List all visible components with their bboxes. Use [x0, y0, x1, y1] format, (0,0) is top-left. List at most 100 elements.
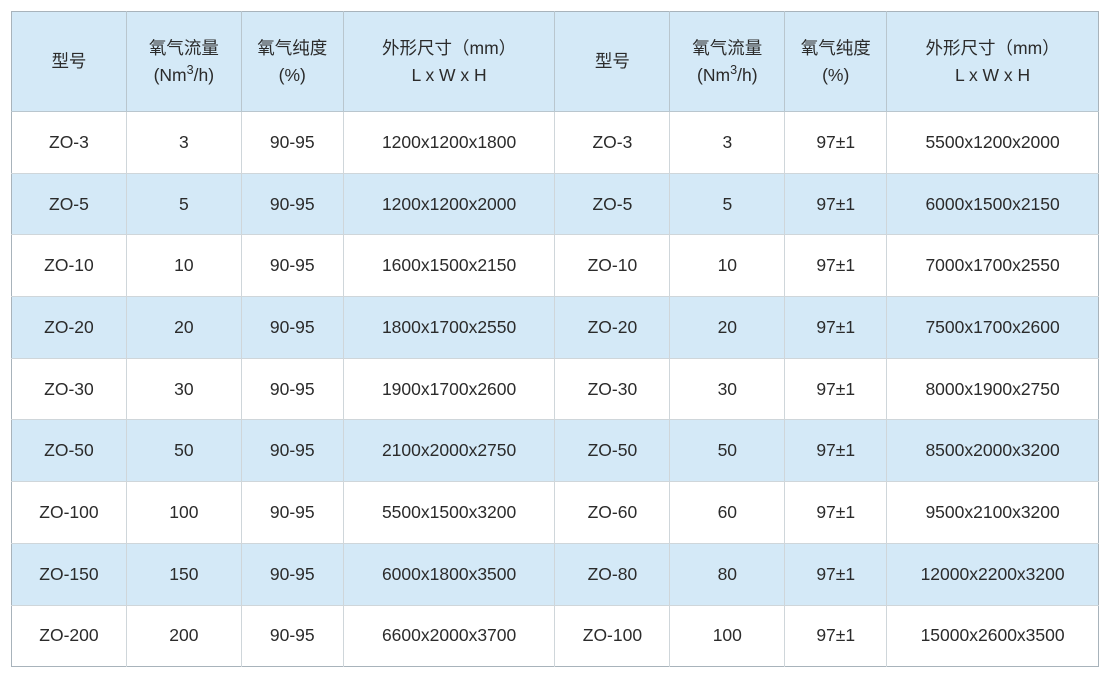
cell-model-right: ZO-3 [554, 111, 671, 174]
header-unit-pre: (Nm [697, 64, 731, 85]
header-text: 外形尺寸（mm） [382, 38, 517, 59]
table-row: ZO-5 5 90-95 1200x1200x2000 ZO-5 5 97±1 6000x15… [11, 173, 1099, 236]
table-row: ZO-30 30 90-95 1900x1700x2600 ZO-30 30 97±1 800… [11, 358, 1099, 421]
cell-purity-left: 90-95 [241, 296, 344, 359]
cell-dimensions-right: 8000x1900x2750 [886, 358, 1099, 421]
col-header-dimensions-left: 外形尺寸（mm） L x W x H [343, 11, 556, 112]
cell-model-right: ZO-10 [554, 234, 671, 298]
cell-model-left: ZO-5 [11, 173, 127, 236]
cell-model-right: ZO-50 [554, 419, 671, 483]
col-header-flow-right: 氧气流量 (Nm3/h) [669, 11, 786, 112]
cell-model-left: ZO-20 [11, 296, 127, 359]
col-header-purity-right: 氧气纯度 (%) [784, 11, 888, 112]
header-unit: L x W x H [955, 64, 1031, 85]
cell-dimensions-left: 5500x1500x3200 [343, 481, 556, 544]
cell-flow-right: 60 [669, 481, 786, 544]
cell-flow-left: 50 [126, 419, 242, 483]
header-unit: (Nm3/h) [131, 62, 237, 88]
header-unit: (Nm3/h) [674, 62, 780, 88]
cell-flow-right: 20 [669, 296, 786, 359]
cell-model-right: ZO-60 [554, 481, 671, 544]
cell-flow-right: 3 [669, 111, 786, 174]
header-text: 氧气流量 [148, 38, 219, 59]
table-row: ZO-50 50 90-95 2100x2000x2750 ZO-50 50 97±1 850… [11, 419, 1099, 483]
cell-purity-left: 90-95 [241, 111, 344, 174]
cell-dimensions-left: 1600x1500x2150 [343, 234, 556, 298]
cell-dimensions-right: 8500x2000x3200 [886, 419, 1099, 483]
cell-model-left: ZO-100 [11, 481, 127, 544]
header-text: 氧气纯度 [257, 38, 328, 59]
table-body: ZO-3 3 90-95 1200x1200x1800 ZO-3 3 97±1 5500x12… [11, 111, 1099, 667]
cell-dimensions-left: 6000x1800x3500 [343, 543, 556, 606]
cell-dimensions-left: 6600x2000x3700 [343, 605, 556, 667]
cell-model-right: ZO-20 [554, 296, 671, 359]
table-header: 型号 氧气流量 (Nm3/h) 氧气纯度 (%) 外形尺寸（mm） L x W … [11, 11, 1099, 112]
header-text: 氧气纯度 [800, 38, 871, 59]
header-row: 型号 氧气流量 (Nm3/h) 氧气纯度 (%) 外形尺寸（mm） L x W … [11, 11, 1099, 112]
header-text: 外形尺寸（mm） [925, 38, 1060, 59]
cell-model-right: ZO-100 [554, 605, 671, 667]
cell-purity-left: 90-95 [241, 605, 344, 667]
col-header-model-left: 型号 [11, 11, 127, 112]
cell-flow-left: 30 [126, 358, 242, 421]
cell-model-right: ZO-5 [554, 173, 671, 236]
cell-purity-right: 97±1 [784, 234, 888, 298]
cell-purity-right: 97±1 [784, 481, 888, 544]
cell-purity-right: 97±1 [784, 605, 888, 667]
cell-model-left: ZO-30 [11, 358, 127, 421]
cell-flow-right: 80 [669, 543, 786, 606]
header-unit-post: /h) [193, 64, 215, 85]
cell-purity-left: 90-95 [241, 481, 344, 544]
cell-flow-right: 5 [669, 173, 786, 236]
cell-flow-left: 10 [126, 234, 242, 298]
cell-flow-left: 5 [126, 173, 242, 236]
col-header-model-right: 型号 [554, 11, 671, 112]
cell-model-left: ZO-200 [11, 605, 127, 667]
cell-dimensions-right: 12000x2200x3200 [886, 543, 1099, 606]
table-row: ZO-3 3 90-95 1200x1200x1800 ZO-3 3 97±1 5500x12… [11, 111, 1099, 174]
header-unit-post: /h) [737, 64, 758, 85]
table-row: ZO-100 100 90-95 5500x1500x3200 ZO-60 60 97±1 9… [11, 481, 1099, 544]
cell-purity-right: 97±1 [784, 419, 888, 483]
cell-dimensions-right: 9500x2100x3200 [886, 481, 1099, 544]
cell-dimensions-left: 2100x2000x2750 [343, 419, 556, 483]
cell-dimensions-right: 6000x1500x2150 [886, 173, 1099, 236]
cell-model-left: ZO-3 [11, 111, 127, 174]
cell-model-left: ZO-10 [11, 234, 127, 298]
cell-purity-left: 90-95 [241, 358, 344, 421]
table-row: ZO-200 200 90-95 6600x2000x3700 ZO-100 100 97±… [11, 605, 1099, 667]
cell-model-left: ZO-50 [11, 419, 127, 483]
header-unit-sup: 3 [186, 62, 194, 77]
cell-flow-left: 150 [126, 543, 242, 606]
cell-dimensions-left: 1200x1200x2000 [343, 173, 556, 236]
cell-purity-right: 97±1 [784, 543, 888, 606]
oxygen-generator-spec-table: 型号 氧气流量 (Nm3/h) 氧气纯度 (%) 外形尺寸（mm） L x W … [11, 11, 1099, 668]
cell-dimensions-right: 5500x1200x2000 [886, 111, 1099, 174]
cell-flow-right: 50 [669, 419, 786, 483]
cell-model-left: ZO-150 [11, 543, 127, 606]
cell-flow-right: 30 [669, 358, 786, 421]
cell-flow-right: 10 [669, 234, 786, 298]
cell-dimensions-right: 15000x2600x3500 [886, 605, 1099, 667]
table-row: ZO-20 20 90-95 1800x1700x2550 ZO-20 20 97±1 750… [11, 296, 1099, 359]
cell-purity-left: 90-95 [241, 234, 344, 298]
table-row: ZO-150 150 90-95 6000x1800x3500 ZO-80 80 97±1 1… [11, 543, 1099, 606]
header-unit-pre: (Nm [153, 64, 187, 85]
col-header-purity-left: 氧气纯度 (%) [241, 11, 344, 112]
col-header-dimensions-right: 外形尺寸（mm） L x W x H [886, 11, 1099, 112]
cell-purity-right: 97±1 [784, 111, 888, 174]
header-text: 型号 [594, 51, 630, 72]
cell-dimensions-left: 1800x1700x2550 [343, 296, 556, 359]
col-header-flow-left: 氧气流量 (Nm3/h) [126, 11, 242, 112]
header-unit: (%) [278, 64, 306, 85]
header-text: 型号 [51, 51, 87, 72]
cell-flow-left: 100 [126, 481, 242, 544]
cell-purity-right: 97±1 [784, 173, 888, 236]
header-unit: L x W x H [411, 64, 487, 85]
table-row: ZO-10 10 90-95 1600x1500x2150 ZO-10 10 97±1 700… [11, 234, 1099, 298]
header-text: 氧气流量 [692, 38, 763, 59]
cell-purity-left: 90-95 [241, 543, 344, 606]
cell-flow-left: 200 [126, 605, 242, 667]
cell-flow-right: 100 [669, 605, 786, 667]
